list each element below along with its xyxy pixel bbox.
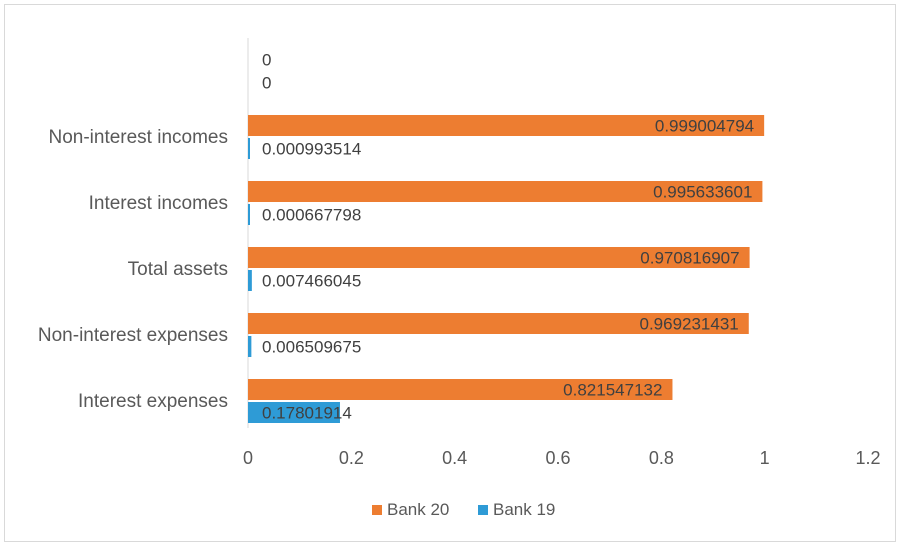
x-tick-label: 0 (243, 448, 253, 468)
bar-bank-20 (248, 247, 750, 268)
category-label: Interest incomes (89, 193, 228, 214)
data-label: 0.999004794 (655, 117, 754, 136)
legend-label: Bank 20 (387, 500, 449, 519)
x-tick-label: 0.4 (442, 448, 467, 468)
legend-swatch-bank-19 (478, 505, 488, 515)
data-label: 0.000667798 (262, 206, 361, 225)
data-label: 0.007466045 (262, 272, 361, 291)
data-label: 0.970816907 (640, 249, 739, 268)
bar-bank-19 (248, 138, 250, 159)
data-label: 0.000993514 (262, 140, 361, 159)
data-label: 0.006509675 (262, 338, 361, 357)
bar-bank-19 (248, 402, 340, 423)
data-label: 0.969231431 (639, 315, 738, 334)
x-tick-label: 0.8 (649, 448, 674, 468)
bar-bank-20 (248, 379, 673, 400)
chart-frame (4, 4, 896, 542)
category-label: Non-interest expenses (38, 325, 228, 346)
data-label: 0.821547132 (563, 381, 662, 400)
legend-swatch-bank-20 (372, 505, 382, 515)
category-label: Non-interest incomes (48, 127, 228, 148)
data-label: 0 (262, 74, 271, 93)
x-tick-label: 1 (760, 448, 770, 468)
bar-bank-20 (248, 115, 765, 136)
data-label: 0 (262, 51, 271, 70)
bar-bank-19 (248, 336, 252, 357)
x-tick-label: 0.2 (339, 448, 364, 468)
data-label: 0.17801914 (262, 404, 352, 423)
bar-bank-20 (248, 181, 763, 202)
bar-bank-19 (248, 204, 250, 225)
x-tick-label: 0.6 (545, 448, 570, 468)
category-label: Interest expenses (78, 391, 228, 412)
category-label: Total assets (128, 259, 228, 280)
x-tick-label: 1.2 (855, 448, 880, 468)
data-label: 0.995633601 (653, 183, 752, 202)
legend-label: Bank 19 (493, 500, 555, 519)
bar-bank-20 (248, 313, 749, 334)
bar-bank-19 (248, 270, 252, 291)
